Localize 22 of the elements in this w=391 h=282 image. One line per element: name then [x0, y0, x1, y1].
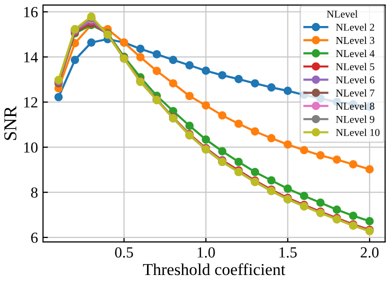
legend-label: NLevel 3 [336, 36, 374, 44]
legend-label: NLevel 10 [336, 128, 380, 136]
x-tick-label: 2.0 [360, 247, 379, 258]
y-tick-label: 6 [31, 232, 38, 243]
y-tick-label: 16 [24, 7, 38, 18]
legend-label: NLevel 5 [336, 62, 374, 70]
x-tick-label: 0.5 [115, 247, 133, 258]
x-tick-label: 1.0 [198, 247, 215, 258]
y-tick-label: 12 [24, 97, 38, 108]
legend-label: NLevel 8 [336, 102, 374, 110]
y-tick-label: 10 [24, 142, 38, 153]
x-axis-title: Threshold coefficient [143, 263, 286, 276]
y-tick-label: 8 [31, 187, 38, 198]
y-tick-label: 14 [24, 52, 38, 62]
legend-label: NLevel 4 [336, 50, 375, 58]
legend-label: NLevel 2 [336, 23, 374, 31]
legend-label: NLevel 6 [336, 76, 374, 84]
legend-label: NLevel 9 [336, 116, 374, 123]
x-tick-label: 1.5 [280, 247, 297, 258]
legend-title: NLevel [326, 10, 358, 18]
y-axis-title: SNR [4, 106, 16, 140]
legend-label: NLevel 7 [336, 89, 374, 97]
